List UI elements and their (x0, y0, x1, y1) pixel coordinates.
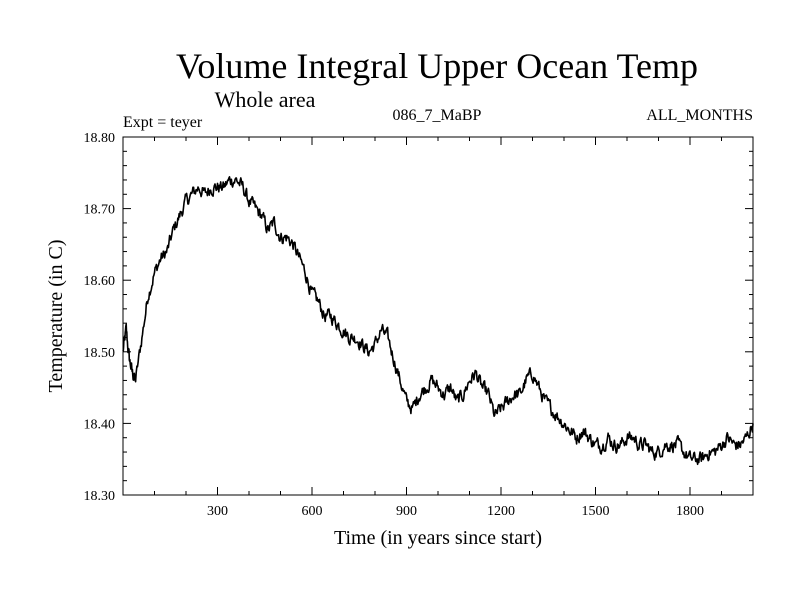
y-tick-label: 18.60 (84, 274, 116, 289)
x-tick-label: 600 (302, 504, 323, 519)
y-tick-label: 18.50 (84, 346, 116, 361)
x-tick-label: 300 (207, 504, 228, 519)
y-tick-label: 18.80 (84, 131, 116, 146)
y-tick-label: 18.30 (84, 489, 116, 504)
x-tick-label: 1200 (487, 504, 515, 519)
x-tick-label: 1800 (676, 504, 704, 519)
series-line (122, 176, 754, 466)
x-axis: 300 600 900 1200 1500 1800 (154, 137, 722, 519)
y-tick-label: 18.70 (84, 203, 116, 218)
y-axis: 18.30 18.40 18.50 18.60 18.70 18.80 (84, 131, 753, 504)
chart-title: Volume Integral Upper Ocean Temp (176, 46, 698, 86)
y-axis-label: Temperature (in C) (45, 240, 67, 393)
expt-label: Expt = teyer (123, 114, 203, 131)
y-tick-label: 18.40 (84, 417, 116, 432)
plot-frame (122, 136, 754, 496)
x-tick-label: 1500 (582, 504, 610, 519)
x-tick-label: 900 (396, 504, 417, 519)
series-layer (122, 176, 754, 466)
x-axis-label: Time (in years since start) (334, 527, 542, 549)
run-id-label: 086_7_MaBP (393, 107, 482, 124)
months-label: ALL_MONTHS (646, 107, 753, 124)
chart-subtitle: Whole area (215, 87, 316, 112)
